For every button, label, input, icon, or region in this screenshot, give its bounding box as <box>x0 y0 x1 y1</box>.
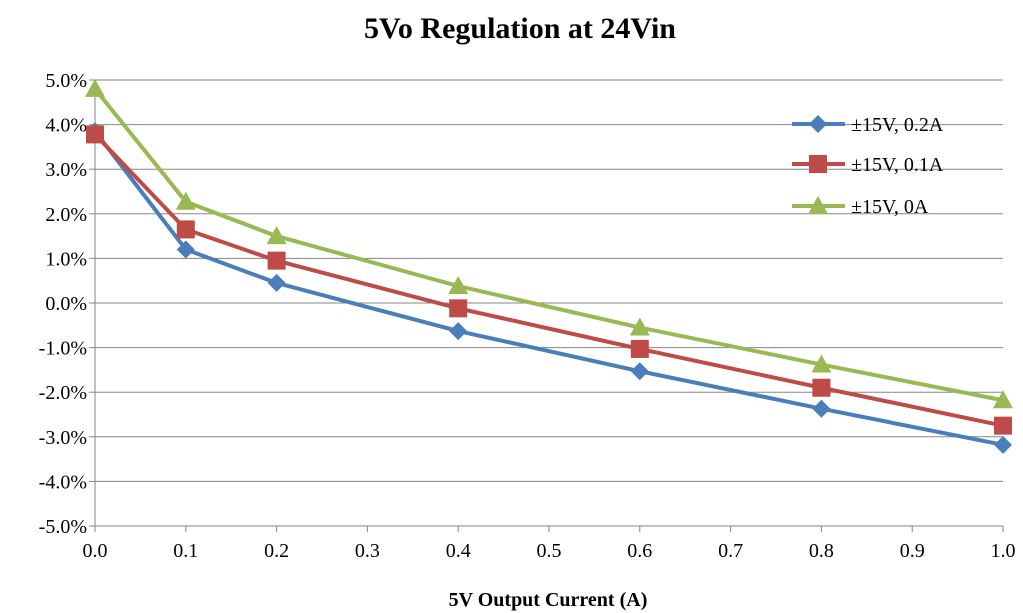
legend-label: ±15V, 0.2A <box>851 114 944 136</box>
legend-label: ±15V, 0.1A <box>851 154 944 176</box>
x-axis-label: 5V Output Current (A) <box>449 589 648 611</box>
x-axis-ticks: 0.0 0.1 0.2 0.3 0.4 0.5 0.6 0.7 0.8 0.9 1.0 <box>83 540 1016 562</box>
series-line <box>93 133 1004 428</box>
series-3 <box>85 78 1013 409</box>
y-tick-label: -3.0% <box>39 427 87 449</box>
legend-entry: ±15V, 0A <box>792 196 929 218</box>
legend: ±15V, 0.2A ±15V, 0.1A ±15V, 0A <box>792 114 944 218</box>
data-point <box>267 251 286 270</box>
data-point <box>993 390 1013 409</box>
chart-title: 5Vo Regulation at 24Vin <box>364 12 676 45</box>
series-1 <box>86 122 1012 454</box>
series-2 <box>86 125 1012 435</box>
data-point <box>267 273 286 292</box>
y-tick-label: 2.0% <box>45 204 87 226</box>
data-point <box>449 322 468 341</box>
data-point <box>448 276 469 295</box>
y-tick-label: 0.0% <box>45 293 87 315</box>
y-tick-label: -1.0% <box>39 338 87 360</box>
y-tick-label: 5.0% <box>45 70 87 92</box>
y-tick-label: 4.0% <box>45 115 87 137</box>
data-point <box>812 399 831 418</box>
x-tick-label: 0.7 <box>718 540 743 562</box>
data-point <box>266 226 287 245</box>
legend-entry: ±15V, 0.1A <box>792 154 944 176</box>
data-point <box>85 78 105 97</box>
x-tick-label: 0.3 <box>355 540 380 562</box>
y-axis-ticks: 5.0% 4.0% 3.0% 2.0% 1.0% 0.0% -1.0% -2.0% -3.0% -… <box>39 70 87 538</box>
data-point <box>86 125 104 144</box>
axes <box>89 79 1004 532</box>
data-point <box>994 416 1012 435</box>
x-tick-label: 0.6 <box>627 540 652 562</box>
data-point <box>449 299 468 318</box>
data-point <box>176 240 195 259</box>
data-point <box>629 317 650 336</box>
data-point <box>811 354 832 373</box>
data-point <box>630 362 649 381</box>
data-point <box>812 378 831 397</box>
y-tick-label: -5.0% <box>39 516 87 538</box>
x-tick-label: 0.1 <box>173 540 198 562</box>
x-tick-label: 0.5 <box>537 540 562 562</box>
legend-marker <box>809 155 827 173</box>
data-point <box>994 435 1012 454</box>
series-group <box>85 78 1013 454</box>
legend-entry: ±15V, 0.2A <box>792 114 944 136</box>
y-tick-label: -2.0% <box>39 382 87 404</box>
y-tick-label: 1.0% <box>45 248 87 270</box>
y-tick-label: -4.0% <box>39 471 87 493</box>
x-tick-label: 0.2 <box>264 540 289 562</box>
data-point <box>630 339 649 358</box>
x-tick-label: 0.8 <box>809 540 834 562</box>
legend-marker <box>808 196 828 214</box>
x-tick-label: 1.0 <box>991 540 1016 562</box>
legend-marker <box>809 115 827 133</box>
data-point <box>175 191 196 210</box>
x-tick-label: 0.9 <box>900 540 925 562</box>
y-tick-label: 3.0% <box>45 159 87 181</box>
data-point <box>176 220 195 239</box>
legend-label: ±15V, 0A <box>851 196 929 218</box>
x-tick-label: 0.0 <box>83 540 108 562</box>
x-tick-label: 0.4 <box>446 540 471 562</box>
gridlines <box>95 79 1003 482</box>
